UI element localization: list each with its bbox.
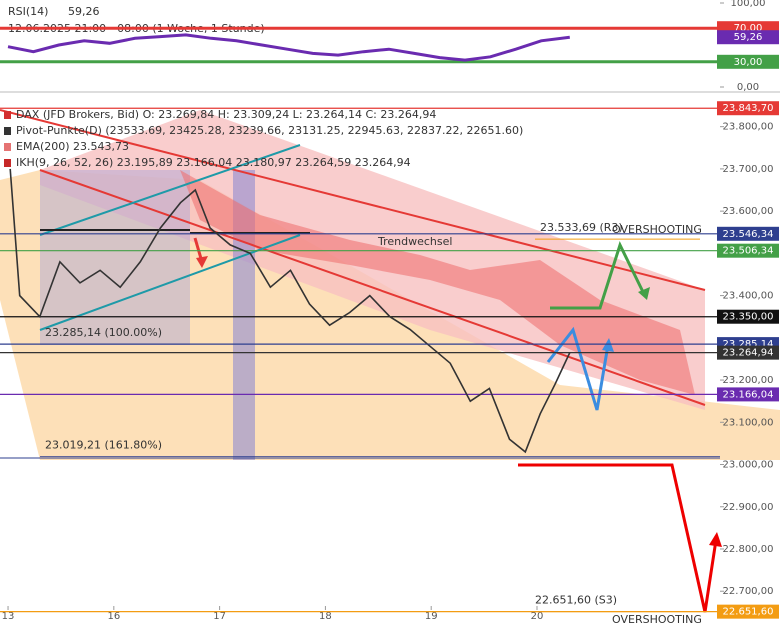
- price-badge: [717, 345, 779, 360]
- decor: [0, 109, 780, 613]
- arrow-head: [602, 338, 614, 352]
- arrow: [518, 463, 718, 613]
- x-tick-label: 17: [213, 611, 226, 622]
- price-badge-label: 23.350,00: [723, 312, 774, 323]
- price-badge-label: 23.546,34: [723, 229, 774, 240]
- legend-entry: IKH(9, 26, 52, 26) 23.195,89 23.166,04 2…: [16, 156, 411, 169]
- price-badge-label: 23.166,04: [723, 389, 774, 400]
- annotation: 23.019,21 (161.80%): [45, 438, 162, 451]
- x-tick-label: 18: [319, 611, 332, 622]
- arrow: [550, 240, 647, 310]
- price-badge-label: 23.843,70: [723, 103, 774, 114]
- price-badge-label: 23.506,34: [723, 246, 774, 257]
- y-tick-label: 23.200,00: [723, 375, 774, 386]
- x-tick-label: 13: [2, 611, 15, 622]
- x-tick-label: 20: [531, 611, 544, 622]
- price-badge-label: 23.264,94: [723, 348, 774, 359]
- annotation: 22.651,60 (S3): [535, 594, 617, 607]
- trendline: [39, 144, 301, 236]
- y-tick-label: 23.700,00: [723, 164, 774, 175]
- legend-icon: [4, 143, 11, 151]
- y-tick-label: 23.800,00: [723, 122, 774, 133]
- annotation: Trendwechsel: [377, 235, 452, 248]
- arrow: [546, 326, 610, 411]
- x-tick-label: 16: [107, 611, 120, 622]
- legend-title: RSI(14): [8, 5, 48, 18]
- price-badge: [717, 309, 779, 324]
- legend-icon: [4, 159, 11, 167]
- price-badge-label: 70,00: [734, 23, 763, 34]
- trendline: [0, 109, 706, 291]
- last-value-badge: [717, 30, 779, 45]
- y-tick-label: 23.100,00: [723, 417, 774, 428]
- arrow-head: [638, 287, 650, 300]
- arrow-head: [196, 256, 208, 268]
- x-tick-label: 19: [425, 611, 438, 622]
- price-badge-label: 22.651,60: [723, 607, 774, 618]
- legend-entry: EMA(200) 23.543,73: [16, 140, 129, 153]
- price-badge-label: 30,00: [734, 57, 763, 68]
- legend-entry: DAX (JFD Brokers, Bid) O: 23.269,84 H: 2…: [16, 108, 436, 121]
- annotation: 23.285,14 (100.00%): [45, 326, 162, 339]
- y-tick-label: 0,00: [737, 82, 759, 93]
- y-tick-label: 23.600,00: [723, 206, 774, 217]
- y-tick-label: 22.900,00: [723, 502, 774, 513]
- price-badge: [717, 604, 779, 619]
- price-badge: [717, 101, 779, 116]
- series-line: [7, 33, 570, 62]
- y-tick-label: 100,00: [731, 0, 766, 9]
- legend-icon: [4, 111, 11, 119]
- price-badge: [717, 243, 779, 258]
- price-badge: [717, 387, 779, 402]
- y-tick-label: 22.800,00: [723, 544, 774, 555]
- legend-value: 59,26: [68, 5, 100, 18]
- last-value-label: 59,26: [734, 32, 763, 43]
- price-badge: [717, 226, 779, 241]
- trendline: [39, 169, 706, 406]
- legend-entry: Pivot-Punkte(D) (23533.69, 23425.28, 232…: [16, 124, 523, 137]
- y-tick-label: 23.400,00: [723, 291, 774, 302]
- legend-icon: [4, 127, 11, 135]
- price-badge: [717, 54, 779, 69]
- series-line: [9, 168, 571, 454]
- price-badge-label: 23.285,14: [723, 339, 774, 350]
- y-tick-label: 23.000,00: [723, 460, 774, 471]
- annotation: 23.533,69 (R3): [540, 221, 623, 234]
- arrow-head: [709, 532, 722, 547]
- y-tick-label: 22.700,00: [723, 586, 774, 597]
- annotation: OVERSHOOTING: [612, 223, 702, 236]
- zone: [40, 170, 190, 345]
- annotation: OVERSHOOTING: [612, 613, 702, 625]
